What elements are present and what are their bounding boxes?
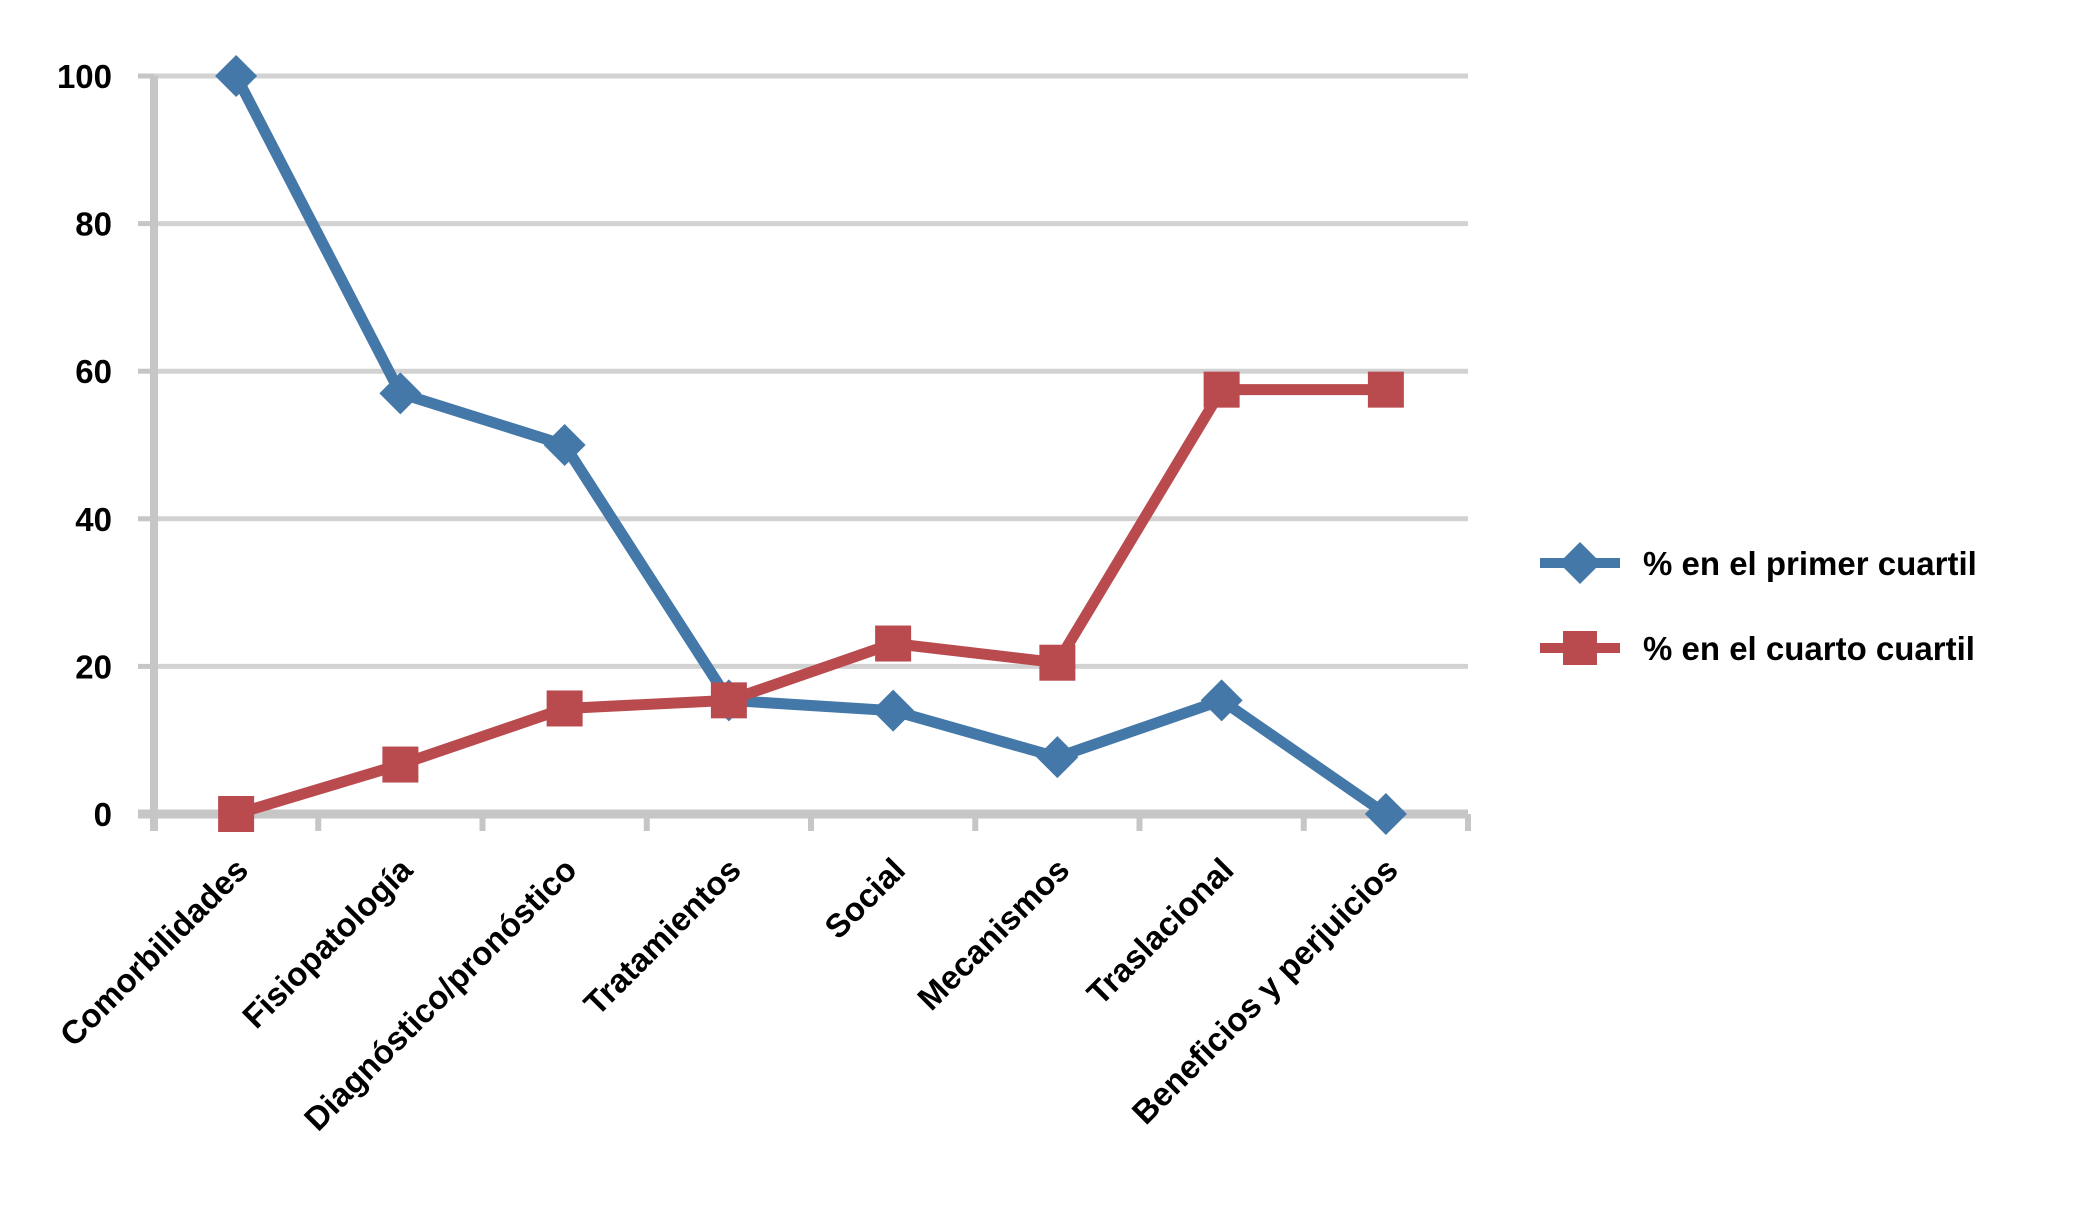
data-point-primer-cuartil [215, 55, 258, 97]
data-point-cuarto-cuartil [218, 796, 255, 832]
data-point-primer-cuartil [379, 372, 422, 415]
series-primer-cuartil [215, 55, 1407, 835]
y-axis-tick-label: 0 [94, 796, 112, 833]
y-axis-tick-label: 60 [75, 353, 112, 390]
series-cuarto-cuartil [218, 371, 1404, 832]
data-point-primer-cuartil [872, 689, 915, 732]
data-point-cuarto-cuartil [1203, 371, 1240, 408]
legend-label-cuarto-cuartil: % en el cuarto cuartil [1643, 630, 1975, 667]
data-point-primer-cuartil [1200, 679, 1243, 722]
legend: % en el primer cuartil % en el cuarto cua… [1540, 542, 1977, 667]
y-axis-tick-label: 40 [75, 501, 112, 538]
x-axis-category-label: Fisiopatología [235, 850, 420, 1035]
x-axis-category-label: Traslacional [1080, 851, 1241, 1012]
x-axis-category-label: Mecanismos [910, 851, 1076, 1017]
x-axis-category-label: Tratamientos [576, 851, 747, 1022]
data-point-cuarto-cuartil [710, 682, 747, 719]
legend-marker-square-icon [1563, 631, 1597, 665]
data-point-cuarto-cuartil [382, 746, 419, 783]
y-axis-tick-label: 20 [75, 648, 112, 685]
data-point-primer-cuartil [1364, 793, 1407, 835]
data-point-cuarto-cuartil [1039, 644, 1076, 681]
x-axis-category-label: Social [817, 851, 912, 946]
series-line-primer-cuartil [231, 73, 1390, 819]
data-point-primer-cuartil [1036, 736, 1079, 779]
data-point-cuarto-cuartil [546, 690, 583, 727]
x-axis-category-label: Beneficios y perjuicios [1124, 851, 1404, 1131]
y-axis-tick-label: 100 [57, 58, 112, 95]
x-axis-category-label: Diagnóstico/pronóstico [297, 851, 584, 1138]
legend-marker-diamond-icon [1559, 542, 1601, 584]
data-point-cuarto-cuartil [875, 625, 912, 662]
series-line-cuarto-cuartil [234, 384, 1386, 820]
data-point-cuarto-cuartil [1367, 371, 1404, 408]
legend-item-primer-cuartil: % en el primer cuartil [1540, 542, 1977, 584]
x-axis-category-label: Comorbilidades [53, 851, 255, 1053]
y-axis-tick-label: 80 [75, 206, 112, 243]
legend-label-primer-cuartil: % en el primer cuartil [1643, 545, 1977, 582]
data-point-primer-cuartil [543, 424, 586, 466]
legend-item-cuarto-cuartil: % en el cuarto cuartil [1540, 630, 1975, 667]
